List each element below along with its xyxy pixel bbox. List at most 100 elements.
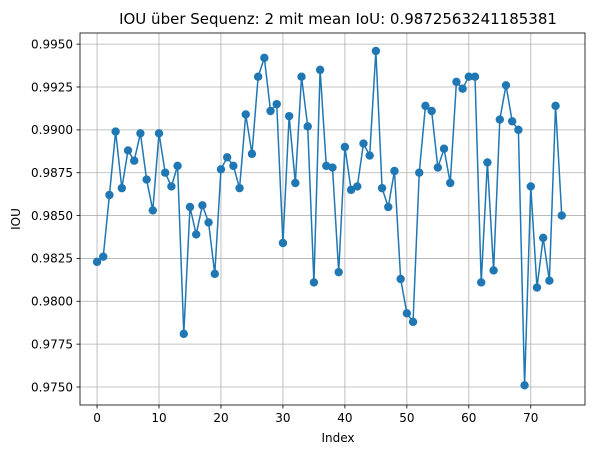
data-point [111,127,120,136]
grid-lines [80,33,585,405]
data-point [433,163,443,172]
data-point [235,183,244,193]
chart-title: IOU über Sequenz: 2 mit mean IoU: 0.9872… [119,10,557,28]
y-axis-ticks: 0.9750 0.9775 0.9800 0.9825 0.9850 0.9875 0.99… [31,37,80,394]
data-point [551,101,560,111]
series-line [96,50,563,387]
data-point [303,122,312,131]
data-point [167,182,176,191]
data-markers [92,46,566,390]
data-point [266,106,275,116]
x-tick-label: 0 [93,411,101,425]
data-point [210,269,219,279]
data-point [291,178,300,188]
data-point [297,72,306,81]
data-point [377,183,387,193]
x-tick-label: 50 [399,411,414,425]
data-point [260,53,269,63]
y-tick-label: 0.9850 [31,209,73,223]
data-point [489,266,498,275]
data-point [247,149,257,159]
data-point [309,278,319,287]
data-point [477,278,486,287]
data-point [495,115,505,124]
x-tick-label: 20 [213,411,228,425]
data-point [340,142,350,152]
data-point [154,129,164,138]
data-point [371,46,381,56]
data-point [142,175,151,184]
x-tick-label: 30 [275,411,290,425]
y-tick-label: 0.9925 [31,80,73,94]
data-point [396,274,405,284]
x-tick-label: 70 [523,411,538,425]
data-point [538,233,548,243]
data-point [148,206,158,215]
data-point [105,190,114,200]
x-tick-label: 10 [151,411,166,425]
data-point [427,106,436,116]
data-point [229,161,238,171]
data-point [130,156,139,165]
data-point [272,99,281,109]
data-point [241,110,250,119]
data-point [99,252,108,261]
y-axis-label: IOU [9,208,23,230]
data-point [185,202,195,212]
data-point [160,168,170,177]
data-point [198,201,207,210]
data-point [253,72,263,81]
data-point [179,329,188,339]
data-point [353,182,362,191]
data-point [501,81,511,90]
data-point [123,146,133,155]
y-tick-label: 0.9875 [31,166,73,180]
data-point [92,257,102,267]
y-tick-label: 0.9950 [31,37,73,51]
data-point [222,153,232,162]
data-point [204,218,213,227]
data-point [452,77,461,87]
data-point [216,165,226,174]
data-point [415,168,424,177]
y-tick-label: 0.9750 [31,380,73,394]
data-point [421,101,430,111]
data-point [514,125,523,135]
data-point [458,84,467,93]
series-line-layer [96,50,563,387]
y-tick-label: 0.9800 [31,295,73,309]
data-point [408,317,418,327]
data-point [483,158,492,167]
data-point [526,182,535,191]
data-point [507,117,517,126]
data-point [315,65,325,75]
data-point [532,283,542,292]
y-tick-label: 0.9825 [31,252,73,266]
data-point [384,202,393,212]
data-point [439,144,449,153]
data-point [334,267,343,277]
data-point [365,151,374,160]
data-point [191,230,201,239]
data-point [117,183,127,193]
data-point [470,72,480,81]
data-point [390,166,399,176]
data-point [464,72,474,81]
data-point [545,276,554,285]
data-point [359,139,368,148]
data-point [136,129,145,138]
data-point [520,381,529,390]
x-tick-label: 60 [461,411,476,425]
data-point [284,111,294,121]
data-point [402,309,412,318]
x-axis-ticks: 0 10 20 30 40 50 60 70 [93,405,538,425]
data-point [278,238,288,248]
data-point [173,161,182,171]
plot-frame [79,32,586,406]
x-tick-label: 40 [337,411,352,425]
data-point [346,185,356,195]
y-tick-label: 0.9775 [31,337,73,351]
y-tick-label: 0.9900 [31,123,73,137]
data-point [446,178,455,188]
